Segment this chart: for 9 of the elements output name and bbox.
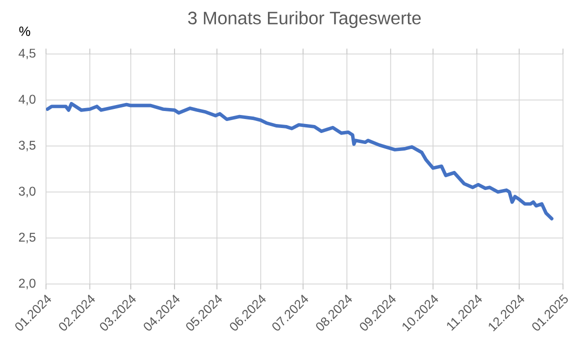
y-tick-label: 4,5: [18, 48, 36, 60]
line-series: [46, 102, 554, 220]
chart-title: 3 Monats Euribor Tageswerte: [188, 11, 421, 28]
y-axis-title: %: [19, 26, 30, 36]
y-tick-label: 2,0: [18, 278, 36, 290]
y-tick-label: 3,0: [18, 186, 36, 198]
y-tick-label: 2,5: [18, 232, 36, 244]
y-tick-label: 3,5: [18, 140, 36, 152]
y-tick-label: 4,0: [18, 94, 36, 106]
